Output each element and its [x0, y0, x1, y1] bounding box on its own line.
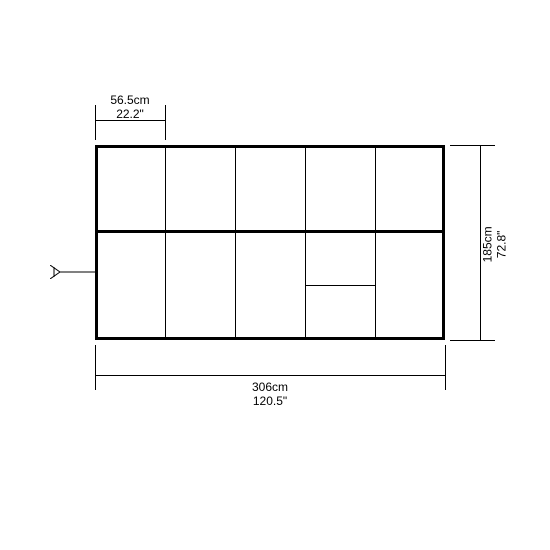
drawing-canvas: 56.5cm 22.2" 306cm 120.5" 185cm 72.8"	[0, 0, 550, 550]
ridge-line	[98, 230, 442, 233]
dim-width-in: 120.5"	[253, 394, 287, 408]
dim-width-cm: 306cm	[252, 380, 288, 394]
dim-panel-in: 22.2"	[116, 107, 144, 121]
dim-height-cap-bottom	[450, 340, 495, 341]
frame-right	[442, 145, 445, 340]
dim-height-label: 185cm 72.8"	[481, 214, 510, 274]
frame-left	[95, 145, 98, 340]
door-latch-icon	[50, 265, 95, 279]
frame-bottom	[95, 337, 445, 340]
frame-top	[95, 145, 445, 148]
dim-height-cm: 185cm	[481, 226, 495, 262]
dim-width-line	[95, 375, 445, 376]
dim-panel-cm: 56.5cm	[110, 93, 149, 107]
dim-width-cap-right	[445, 345, 446, 390]
dim-height-in: 72.8"	[495, 231, 509, 259]
mullion-2	[235, 148, 236, 337]
dim-width-cap-left	[95, 345, 96, 390]
dim-panel-label: 56.5cm 22.2"	[85, 93, 175, 122]
mullion-3	[305, 148, 306, 337]
dim-width-label: 306cm 120.5"	[220, 380, 320, 409]
door-shelf	[306, 285, 375, 286]
dim-height-cap-top	[450, 145, 495, 146]
mullion-4	[375, 148, 376, 337]
mullion-1	[165, 148, 166, 337]
